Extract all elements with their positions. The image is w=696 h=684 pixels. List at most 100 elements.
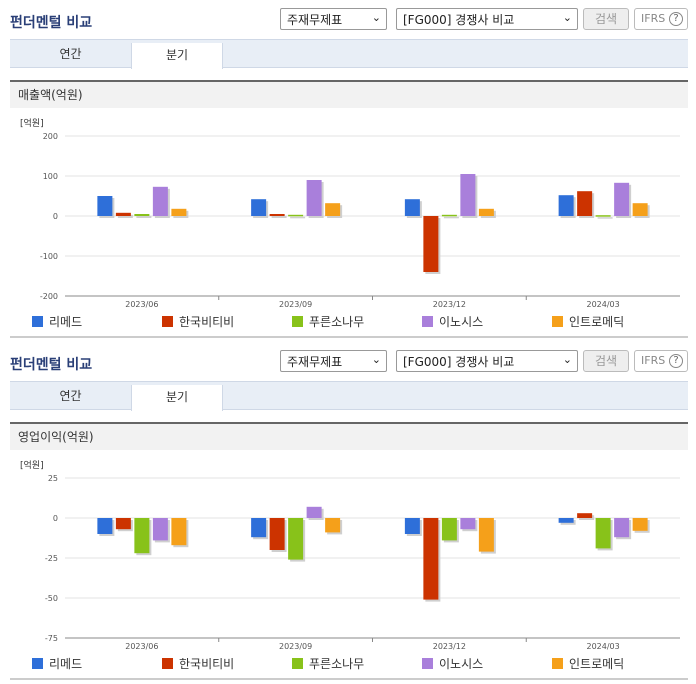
bar xyxy=(152,518,168,541)
bar xyxy=(595,215,611,217)
legend-item[interactable]: 푸른소나무 xyxy=(292,313,364,330)
help-icon: ? xyxy=(669,354,683,368)
y-tick-label: 100 xyxy=(43,172,58,181)
x-tick-label: 2023/06 xyxy=(125,642,158,651)
legend-item[interactable]: 이노시스 xyxy=(422,655,483,672)
y-unit-label: [억원] xyxy=(20,117,44,129)
bar xyxy=(152,186,168,216)
bar xyxy=(614,182,630,216)
bar xyxy=(632,203,648,216)
bar-shadow xyxy=(117,214,133,218)
x-tick-label: 2023/12 xyxy=(433,642,466,651)
compare-select-value: [FG000] 경쟁사 비교 xyxy=(403,13,515,27)
x-tick-label: 2023/09 xyxy=(279,300,312,309)
bar xyxy=(478,208,494,216)
y-tick-label: 200 xyxy=(43,132,58,141)
bar xyxy=(478,518,494,552)
legend-item[interactable]: 이노시스 xyxy=(422,313,483,330)
y-tick-label: 0 xyxy=(53,212,58,221)
bar xyxy=(441,214,457,217)
statement-select[interactable]: 주재무제표 ⌄ xyxy=(280,350,387,372)
y-tick-label: -100 xyxy=(40,252,58,261)
bar xyxy=(251,518,267,538)
compare-select-value: [FG000] 경쟁사 비교 xyxy=(403,355,515,369)
legend-label: 푸른소나무 xyxy=(309,657,365,671)
legend-item[interactable]: 리메드 xyxy=(32,313,82,330)
y-tick-label: -50 xyxy=(45,594,58,603)
bar-shadow xyxy=(597,217,613,219)
operating-profit-chart: [억원] 25 0 -25 -50 -75 2023/06 2023/09 2023/12 202… xyxy=(20,459,680,651)
bar xyxy=(134,214,150,216)
bar xyxy=(251,199,267,216)
search-button[interactable]: 검색 xyxy=(583,8,629,30)
divider xyxy=(10,336,688,338)
bar xyxy=(288,518,304,560)
bar xyxy=(460,518,476,530)
bar xyxy=(423,518,439,600)
legend-swatch xyxy=(162,316,173,327)
y-tick-label: -25 xyxy=(45,554,58,563)
bar xyxy=(558,195,574,216)
legend-swatch xyxy=(292,316,303,327)
y-tick-label: 0 xyxy=(53,514,58,523)
bar-shadow xyxy=(290,216,306,219)
bar xyxy=(325,518,341,533)
legend-swatch xyxy=(32,658,43,669)
legend-item[interactable]: 인트로메딕 xyxy=(552,655,624,672)
bar xyxy=(269,518,285,550)
panel-title: 펀더멘털 비교 xyxy=(10,15,93,31)
legend-item[interactable]: 리메드 xyxy=(32,655,82,672)
bar xyxy=(558,518,574,523)
bar xyxy=(423,216,439,272)
bar-shadow xyxy=(443,216,459,219)
y-tick-label: 25 xyxy=(48,474,58,483)
statement-select[interactable]: 주재무제표 ⌄ xyxy=(280,8,387,30)
metric-title: 매출액(억원) xyxy=(10,80,688,108)
x-tick-label: 2023/12 xyxy=(433,300,466,309)
bar xyxy=(269,214,285,216)
legend-label: 리메드 xyxy=(49,657,83,671)
bar xyxy=(97,518,113,534)
statement-select-value: 주재무제표 xyxy=(287,355,343,369)
bar xyxy=(134,518,150,554)
bar xyxy=(460,174,476,216)
y-unit-label: [억원] xyxy=(20,459,44,471)
chevron-down-icon: ⌄ xyxy=(371,11,381,24)
legend-swatch xyxy=(162,658,173,669)
ifrs-label: IFRS xyxy=(641,12,666,25)
bar xyxy=(632,518,648,531)
x-tick-label: 2023/09 xyxy=(279,642,312,651)
legend-item[interactable]: 푸른소나무 xyxy=(292,655,364,672)
bar xyxy=(171,208,187,216)
ifrs-button[interactable]: IFRS ? xyxy=(634,350,688,372)
ifrs-label: IFRS xyxy=(641,354,666,367)
tab-annual[interactable]: 연간 xyxy=(59,389,82,403)
legend-label: 인트로메딕 xyxy=(569,315,625,329)
divider xyxy=(10,678,688,680)
legend-label: 한국비티비 xyxy=(179,657,235,671)
tab-annual[interactable]: 연간 xyxy=(59,47,82,61)
y-tick-label: -200 xyxy=(40,292,58,301)
ifrs-button[interactable]: IFRS ? xyxy=(634,8,688,30)
legend-item[interactable]: 한국비티비 xyxy=(162,655,234,672)
legend-swatch xyxy=(552,658,563,669)
chart-legend: 리메드 한국비티비 푸른소나무 이노시스 인트로메딕 xyxy=(32,313,672,329)
legend-swatch xyxy=(422,316,433,327)
x-tick-label: 2024/03 xyxy=(587,642,620,651)
statement-select-value: 주재무제표 xyxy=(287,13,343,27)
bar xyxy=(115,212,131,216)
legend-swatch xyxy=(32,316,43,327)
search-button[interactable]: 검색 xyxy=(583,350,629,372)
compare-select[interactable]: [FG000] 경쟁사 비교 ⌄ xyxy=(396,8,578,30)
compare-select[interactable]: [FG000] 경쟁사 비교 ⌄ xyxy=(396,350,578,372)
panel-title: 펀더멘털 비교 xyxy=(10,357,93,373)
tab-quarterly[interactable]: 분기 xyxy=(131,43,223,69)
bar xyxy=(288,214,304,217)
legend-item[interactable]: 한국비티비 xyxy=(162,313,234,330)
legend-item[interactable]: 인트로메딕 xyxy=(552,313,624,330)
help-icon: ? xyxy=(669,12,683,26)
tab-quarterly[interactable]: 분기 xyxy=(131,385,223,411)
legend-swatch xyxy=(292,658,303,669)
y-tick-label: -75 xyxy=(45,634,58,643)
chevron-down-icon: ⌄ xyxy=(371,353,381,366)
